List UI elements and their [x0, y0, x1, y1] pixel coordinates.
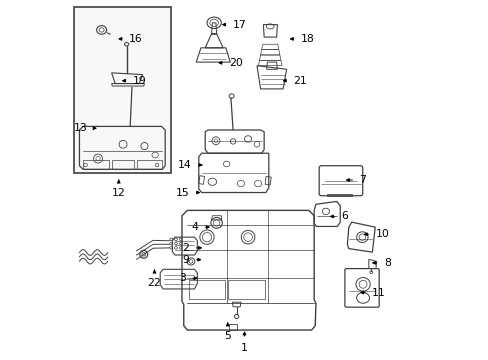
Text: 1: 1	[241, 343, 247, 353]
Text: 15: 15	[175, 188, 189, 198]
Text: 9: 9	[182, 255, 189, 265]
Text: 10: 10	[375, 229, 388, 239]
Text: 8: 8	[383, 258, 390, 268]
Text: 17: 17	[232, 19, 246, 30]
Text: 21: 21	[293, 76, 306, 86]
Text: 11: 11	[371, 288, 385, 297]
Text: 12: 12	[112, 188, 125, 198]
Text: 19: 19	[132, 76, 146, 86]
Text: 5: 5	[224, 331, 231, 341]
Text: 14: 14	[178, 160, 192, 170]
Text: 7: 7	[359, 175, 366, 185]
Text: 4: 4	[191, 222, 198, 232]
Text: 6: 6	[341, 211, 348, 221]
Text: 16: 16	[129, 34, 142, 44]
Text: 3: 3	[179, 273, 185, 283]
Bar	[74, 7, 171, 173]
Text: 13: 13	[73, 123, 87, 133]
Text: 20: 20	[229, 58, 243, 68]
Text: 2: 2	[182, 243, 189, 253]
Text: 18: 18	[300, 34, 314, 44]
Text: 22: 22	[147, 278, 161, 288]
